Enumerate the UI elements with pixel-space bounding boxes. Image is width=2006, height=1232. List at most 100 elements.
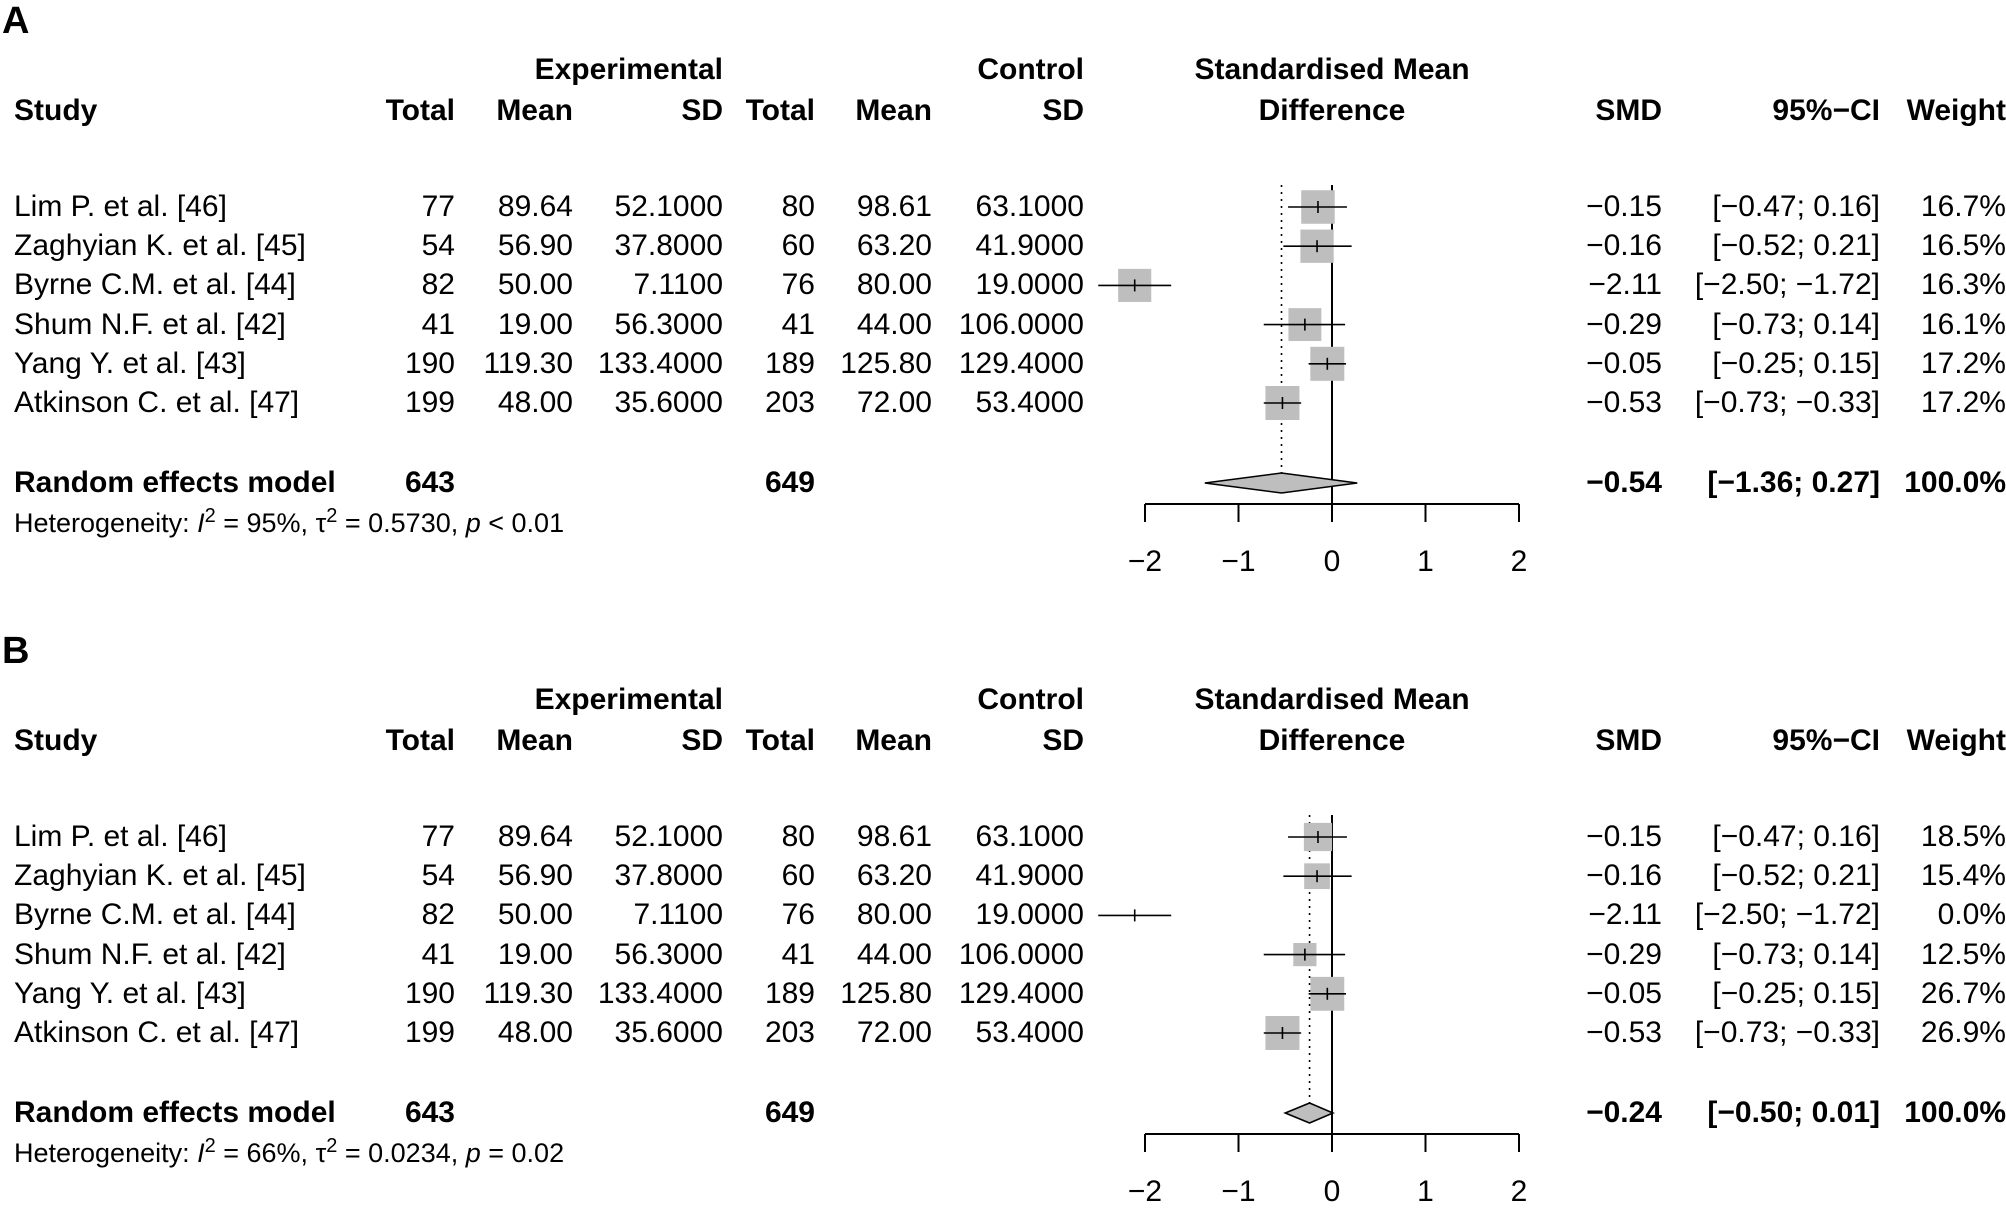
ci-value: [−0.25; 0.15] — [1712, 346, 1880, 380]
c-mean-value: 44.00 — [856, 307, 932, 341]
summary-e-total: 643 — [404, 466, 455, 499]
study-name: Zaghyian K. et al. [45] — [14, 229, 306, 263]
study-name: Shum N.F. et al. [42] — [14, 307, 286, 341]
c-mean-value: 125.80 — [840, 976, 932, 1010]
header-study: Study — [14, 94, 98, 127]
plot-title-line2: Difference — [1258, 94, 1406, 127]
e-sd-value: 56.3000 — [614, 307, 723, 341]
x-tick-label: 1 — [1417, 1175, 1434, 1208]
weight-value: 26.7% — [1920, 976, 2006, 1010]
summary-weight: 100.0% — [1904, 466, 2006, 499]
ci-value: [−0.73; −0.33] — [1694, 386, 1880, 419]
header-e-mean: Mean — [496, 724, 573, 757]
summary-diamond — [1283, 1102, 1335, 1124]
c-total-value: 41 — [781, 937, 815, 971]
e-sd-value: 56.3000 — [614, 937, 723, 971]
het-i2-value: = 66%, — [215, 1138, 316, 1168]
e-sd-value: 133.4000 — [597, 976, 723, 1010]
header-weight: Weight — [1906, 94, 2006, 127]
smd-value: −0.15 — [1586, 190, 1662, 223]
het-tau-symbol: τ — [315, 508, 327, 538]
weight-value: 12.5% — [1920, 937, 2006, 971]
summary-diamond — [1204, 472, 1358, 494]
smd-value: −0.05 — [1586, 346, 1662, 380]
het-tau-value: = 0.0234, — [337, 1138, 466, 1168]
x-tick-label: 1 — [1417, 545, 1434, 578]
plot-title-line2: Difference — [1258, 724, 1406, 757]
c-sd-value: 53.4000 — [975, 1016, 1084, 1049]
header-e-total: Total — [385, 724, 455, 757]
study-name: Lim P. et al. [46] — [14, 820, 227, 853]
forest-plot-area — [1098, 815, 1520, 1152]
summary-name: Random effects model — [14, 466, 336, 499]
c-sd-value: 63.1000 — [975, 190, 1084, 223]
het-p-value: < 0.01 — [480, 508, 565, 538]
summary-e-total: 643 — [404, 1096, 455, 1129]
summary-smd: −0.24 — [1586, 1096, 1662, 1129]
c-total-value: 203 — [764, 1016, 815, 1049]
summary-c-total: 649 — [764, 1096, 815, 1129]
header-weight: Weight — [1906, 724, 2006, 757]
header-ci: 95%−CI — [1772, 724, 1880, 757]
e-mean-value: 119.30 — [483, 346, 573, 380]
plot-title-line1: Standardised Mean — [1194, 683, 1470, 716]
header-e-sd: SD — [681, 724, 723, 757]
e-total-value: 82 — [421, 898, 455, 932]
x-tick-label: −1 — [1221, 545, 1256, 578]
ci-value: [−0.73; 0.14] — [1712, 937, 1880, 971]
header-experimental: Experimental — [534, 53, 723, 86]
c-total-value: 203 — [764, 386, 815, 419]
weight-value: 16.3% — [1920, 268, 2006, 302]
smd-value: −0.16 — [1586, 229, 1662, 263]
study-name: Byrne C.M. et al. [44] — [14, 268, 296, 302]
e-mean-value: 48.00 — [497, 386, 573, 419]
e-total-value: 190 — [404, 976, 455, 1010]
e-mean-value: 50.00 — [497, 898, 573, 932]
panel-label: B — [2, 630, 30, 672]
c-mean-value: 98.61 — [856, 820, 932, 853]
e-total-value: 199 — [404, 1016, 455, 1049]
header-e-mean: Mean — [496, 94, 573, 127]
c-mean-value: 44.00 — [856, 937, 932, 971]
het-tau-symbol: τ — [315, 1138, 327, 1168]
smd-value: −0.29 — [1586, 937, 1662, 971]
c-sd-value: 41.9000 — [975, 859, 1084, 893]
e-total-value: 190 — [404, 346, 455, 380]
study-name: Yang Y. et al. [43] — [14, 976, 246, 1010]
c-sd-value: 63.1000 — [975, 820, 1084, 853]
x-tick-label: −2 — [1127, 545, 1163, 578]
x-tick-label: −1 — [1221, 1175, 1256, 1208]
header-c-total: Total — [745, 724, 815, 757]
header-c-mean: Mean — [855, 724, 932, 757]
e-sd-value: 7.1100 — [633, 268, 723, 302]
summary-weight: 100.0% — [1904, 1096, 2006, 1129]
het-prefix: Heterogeneity: — [14, 508, 198, 538]
header-smd: SMD — [1595, 94, 1662, 127]
x-tick-label: 0 — [1323, 545, 1341, 578]
het-i-squared: 2 — [204, 1135, 216, 1157]
het-tau-squared: 2 — [326, 505, 338, 527]
smd-value: −0.53 — [1586, 1016, 1662, 1049]
c-total-value: 76 — [781, 268, 815, 302]
weight-value: 16.1% — [1920, 307, 2006, 341]
e-mean-value: 50.00 — [497, 268, 573, 302]
e-total-value: 41 — [421, 937, 455, 971]
forest-plot-panel-b: B Experimental Control Standardised Mean Di… — [0, 630, 2006, 1232]
c-total-value: 76 — [781, 898, 815, 932]
weight-value: 16.5% — [1920, 229, 2006, 263]
c-sd-value: 41.9000 — [975, 229, 1084, 263]
forest-plot-panel-a: A Experimental Control Standardised Mean Di… — [0, 0, 2006, 602]
ci-value: [−0.73; −0.33] — [1694, 1016, 1880, 1049]
x-tick-label: 0 — [1323, 1175, 1341, 1208]
e-total-value: 41 — [421, 307, 455, 341]
e-mean-value: 56.90 — [497, 229, 573, 263]
ci-value: [−2.50; −1.72] — [1694, 898, 1880, 932]
e-sd-value: 52.1000 — [614, 190, 723, 223]
c-sd-value: 19.0000 — [975, 898, 1084, 932]
summary-name: Random effects model — [14, 1096, 336, 1129]
header-smd: SMD — [1595, 724, 1662, 757]
header-c-sd: SD — [1042, 724, 1084, 757]
weight-value: 26.9% — [1920, 1016, 2006, 1049]
c-total-value: 60 — [781, 859, 815, 893]
het-tau-value: = 0.5730, — [337, 508, 466, 538]
